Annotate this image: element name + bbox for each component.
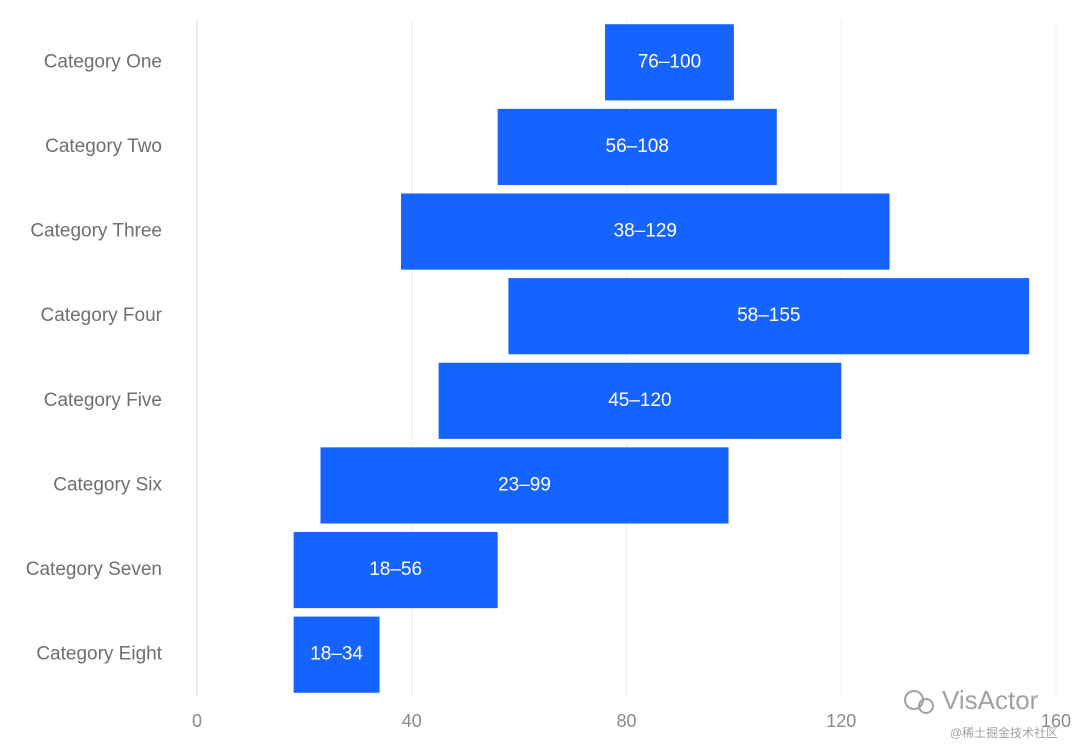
value-label: 23–99 [498,474,551,495]
bar [497,108,777,186]
bar [320,447,729,524]
x-tick-label: 80 [616,711,636,731]
bar [293,531,498,609]
y-tick-label: Category Seven [26,559,162,580]
bar [508,278,1030,355]
watermark: VisActor @稀土掘金技术社区 [904,685,1058,740]
value-label: 58–155 [737,305,800,326]
x-tick-label: 0 [192,711,202,731]
value-label: 45–120 [608,390,671,411]
watermark-brand: VisActor [942,685,1039,715]
x-tick-label: 120 [826,711,856,731]
bar [605,24,734,101]
watermark-icon [904,690,924,710]
y-tick-label: Category Three [30,221,162,242]
value-label: 18–56 [369,559,422,580]
watermark-source: @稀土掘金技术社区 [950,725,1058,740]
x-tick-label: 160 [1041,711,1071,731]
y-tick-label: Category Six [53,474,162,495]
y-tick-label: Category Two [45,136,162,157]
value-label: 38–129 [614,221,677,242]
y-tick-label: Category Eight [36,644,162,665]
y-tick-label: Category Five [44,390,162,411]
bar [438,362,842,439]
bar [401,193,890,270]
y-tick-label: Category One [44,51,162,72]
value-label: 56–108 [606,136,669,157]
value-label: 76–100 [638,51,701,72]
y-tick-label: Category Four [41,305,163,326]
x-tick-label: 40 [402,711,422,731]
watermark-icon [918,698,934,714]
value-label: 18–34 [310,644,363,665]
bar [293,616,380,693]
